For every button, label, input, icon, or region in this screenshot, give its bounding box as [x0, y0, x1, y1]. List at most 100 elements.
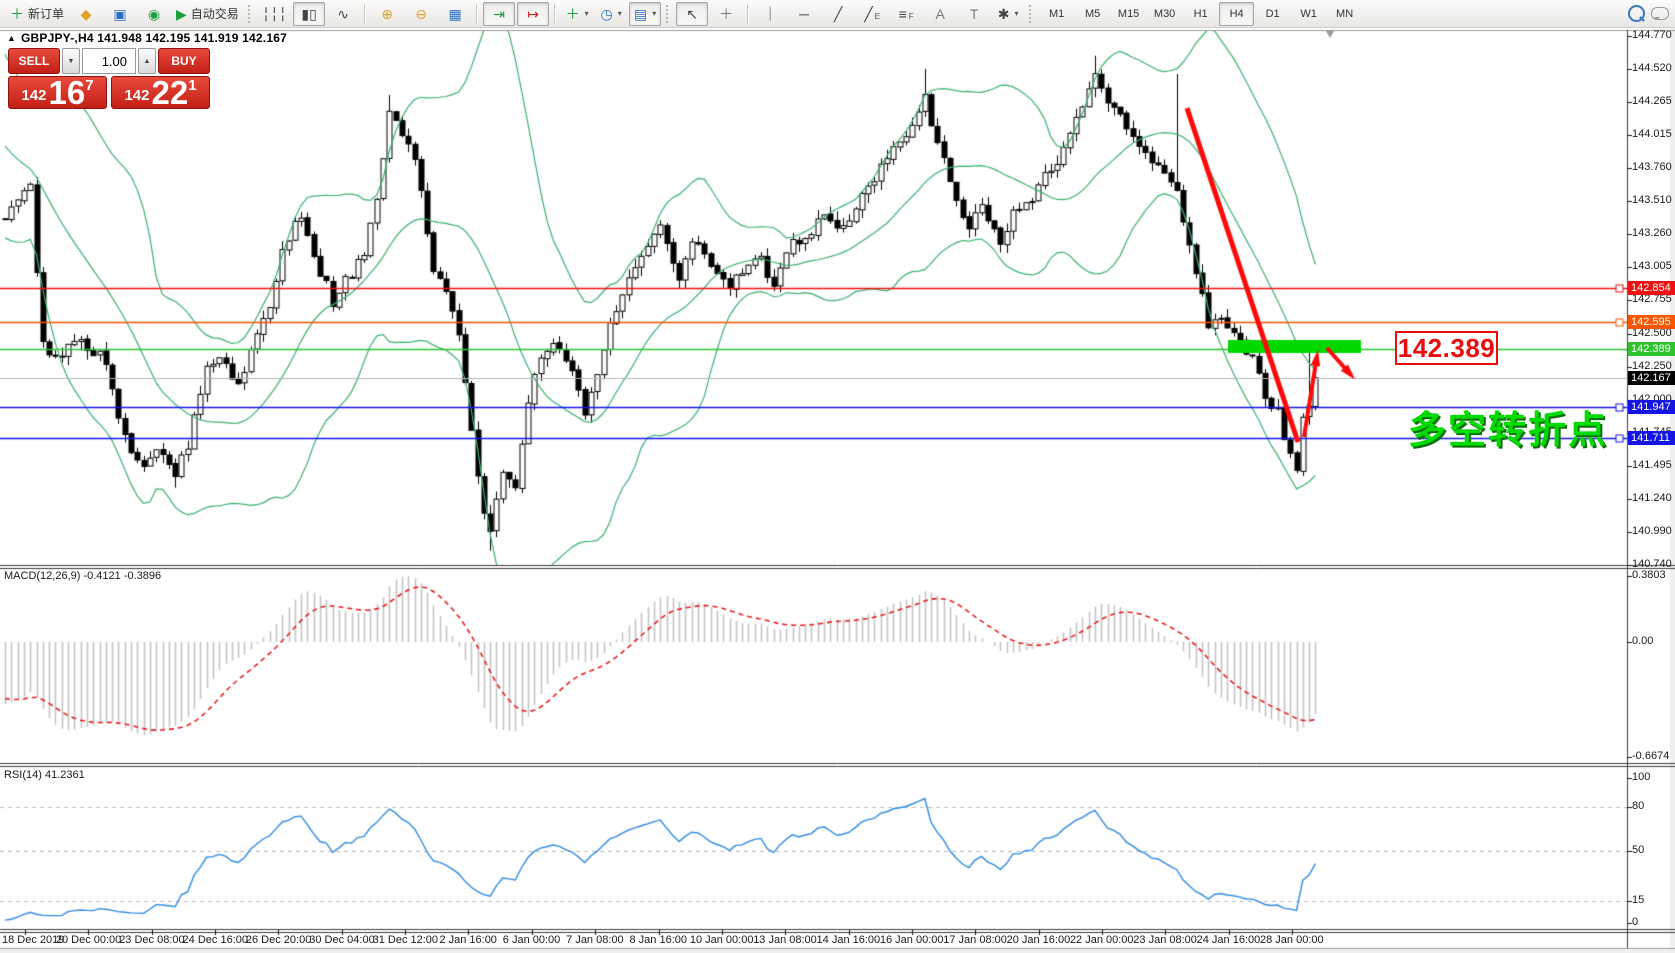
volume-input[interactable]: 1.00 — [82, 48, 136, 74]
signals-button[interactable]: ◉ — [138, 2, 170, 26]
market-button[interactable]: ▣ — [104, 2, 136, 26]
rsi-tick-label: 80 — [1632, 800, 1645, 812]
buy-button[interactable]: BUY — [158, 48, 210, 74]
crosshair-button[interactable]: ＋ — [710, 2, 742, 26]
vertical-line-icon: ｜ — [763, 5, 778, 22]
bar-chart-button[interactable]: ╎╎╎ — [258, 2, 291, 26]
zoom-out-button[interactable]: ⊖ — [405, 2, 437, 26]
dropdown-arrow-icon: ▾ — [584, 9, 589, 18]
time-tick-label: 28 Jan 00:00 — [1260, 934, 1324, 946]
toolbar-separator — [476, 3, 479, 24]
crosshair-icon: ＋ — [719, 5, 734, 22]
trendline-icon: ╱ — [833, 5, 843, 22]
horizontal-line-icon: ─ — [799, 5, 810, 22]
periods-button[interactable]: ◷ ▾ — [595, 2, 627, 26]
market-icon: ▣ — [113, 5, 127, 22]
new-order-label: 新订单 — [28, 7, 65, 21]
time-tick-label: 23 Jan 08:00 — [1133, 934, 1197, 946]
price-tick-label: 141.495 — [1632, 458, 1672, 471]
volume-decrease-button[interactable]: ▼ — [62, 48, 80, 74]
toolbar-grip — [1029, 4, 1034, 23]
buy-price-figure: 142 — [124, 87, 150, 104]
sell-button[interactable]: SELL — [8, 48, 60, 74]
autotrading-button[interactable]: ▶ 自动交易 — [172, 2, 243, 26]
fibonacci-button[interactable]: ≡ F — [890, 2, 922, 26]
channel-button[interactable]: ╱ E — [856, 2, 888, 26]
timeframe-m1[interactable]: M1 — [1048, 7, 1065, 20]
timeframe-mn[interactable]: MN — [1336, 7, 1354, 20]
rsi-tick-label: 0 — [1632, 916, 1639, 928]
rsi-tick-label: 100 — [1632, 771, 1651, 783]
macd-tick-label: -0.6674 — [1632, 750, 1670, 762]
timeframe-m30[interactable]: M30 — [1153, 7, 1176, 20]
buy-price-button[interactable]: 142 22 1 — [111, 76, 210, 109]
timeframe-m15[interactable]: M15 — [1117, 7, 1140, 20]
candle-chart-button[interactable]: ▮▯ — [293, 1, 326, 26]
line-chart-button[interactable]: ∿ — [327, 2, 359, 26]
sell-price-button[interactable]: 142 16 7 — [8, 76, 107, 109]
templates-button[interactable]: ▤ ▾ — [629, 1, 662, 26]
vertical-line-button[interactable]: ｜ — [754, 2, 786, 26]
candle-chart-icon: ▮▯ — [301, 5, 317, 22]
toolbar: ＋ 新订单 ◆ ▣ ◉ ▶ 自动交易 ╎╎╎ ▮▯ ∿ ⊕ ⊖ ▦ ⇥ ↦ ＋ ▾… — [0, 0, 1675, 28]
new-order-button[interactable]: ＋ 新订单 — [6, 2, 68, 26]
toolbar-separator — [364, 3, 367, 24]
price-badge-141.711: 141.711 — [1628, 430, 1675, 445]
search-icon[interactable] — [1628, 5, 1645, 22]
symbol-ohlc-title: GBPJPY-,H4 141.948 142.195 141.919 142.1… — [21, 31, 287, 45]
time-tick-label: 7 Jan 08:00 — [566, 934, 624, 946]
price-tick-label: 142.500 — [1632, 326, 1672, 339]
price-tick-label: 143.260 — [1632, 227, 1672, 240]
macd-label: MACD(12,26,9) -0.4121 -0.3896 — [4, 570, 162, 582]
bar-chart-icon: ╎╎╎ — [261, 5, 288, 22]
timeframe-h4[interactable]: H4 — [1219, 1, 1255, 26]
price-badge-142.167: 142.167 — [1628, 370, 1675, 385]
sell-price-figure: 142 — [21, 87, 47, 104]
time-tick-label: 14 Jan 16:00 — [816, 934, 881, 946]
auto-scroll-button[interactable]: ⇥ — [483, 1, 516, 26]
price-badge-141.947: 141.947 — [1628, 399, 1675, 414]
templates-icon: ▤ — [633, 5, 648, 22]
text-label-button[interactable]: T — [958, 2, 990, 26]
chat-icon[interactable] — [1651, 7, 1669, 20]
price-badge-142.595: 142.595 — [1628, 314, 1675, 329]
signals-icon: ◉ — [147, 5, 161, 22]
trendline-button[interactable]: ╱ — [822, 2, 854, 26]
clock-icon: ◷ — [600, 5, 613, 22]
indicators-button[interactable]: ＋ ▾ — [561, 2, 593, 26]
toolbar-right-tools — [1628, 5, 1669, 22]
timeframe-m5[interactable]: M5 — [1084, 7, 1101, 20]
text-button[interactable]: A — [924, 2, 956, 26]
timeframe-w1[interactable]: W1 — [1300, 7, 1317, 20]
time-tick-label: 6 Jan 00:00 — [502, 934, 561, 946]
rsi-tick-label: 15 — [1632, 894, 1645, 907]
price-tick-label: 143.510 — [1632, 194, 1672, 207]
time-tick-label: 23 Dec 08:00 — [119, 934, 185, 946]
fibonacci-sub-label: F — [908, 12, 914, 21]
arrows-button[interactable]: ✱ ▾ — [992, 2, 1024, 26]
time-tick-label: 24 Jan 16:00 — [1196, 934, 1261, 946]
chart-shift-button[interactable]: ↦ — [517, 1, 550, 26]
dropdown-arrow-icon: ▾ — [617, 9, 622, 18]
cursor-button[interactable]: ↖ — [676, 1, 709, 26]
price-tick-label: 144.265 — [1632, 95, 1672, 108]
metaeditor-button[interactable]: ◆ — [70, 2, 102, 26]
volume-increase-button[interactable]: ▲ — [138, 48, 156, 74]
price-callout[interactable]: 142.389 — [1395, 331, 1498, 365]
toolbar-separator — [554, 3, 557, 24]
tile-windows-button[interactable]: ▦ — [439, 2, 471, 26]
autotrading-label: 自动交易 — [190, 7, 239, 21]
price-tick-label: 142.250 — [1632, 359, 1672, 372]
zoom-in-button[interactable]: ⊕ — [371, 2, 403, 26]
price-badge-142.389: 142.389 — [1628, 341, 1675, 356]
price-badge-142.854: 142.854 — [1628, 280, 1675, 295]
collapse-panel-icon[interactable]: ▲ — [7, 33, 16, 43]
timeframe-h1[interactable]: H1 — [1193, 7, 1208, 20]
horizontal-line-button[interactable]: ─ — [788, 2, 820, 26]
toolbar-grip — [666, 4, 671, 23]
time-tick-label: 18 Dec 2019 — [2, 934, 65, 946]
trend-note[interactable]: 多空转折点 — [1408, 410, 1609, 452]
time-tick-label: 31 Dec 12:00 — [372, 934, 439, 946]
timeframe-d1[interactable]: D1 — [1265, 7, 1280, 20]
